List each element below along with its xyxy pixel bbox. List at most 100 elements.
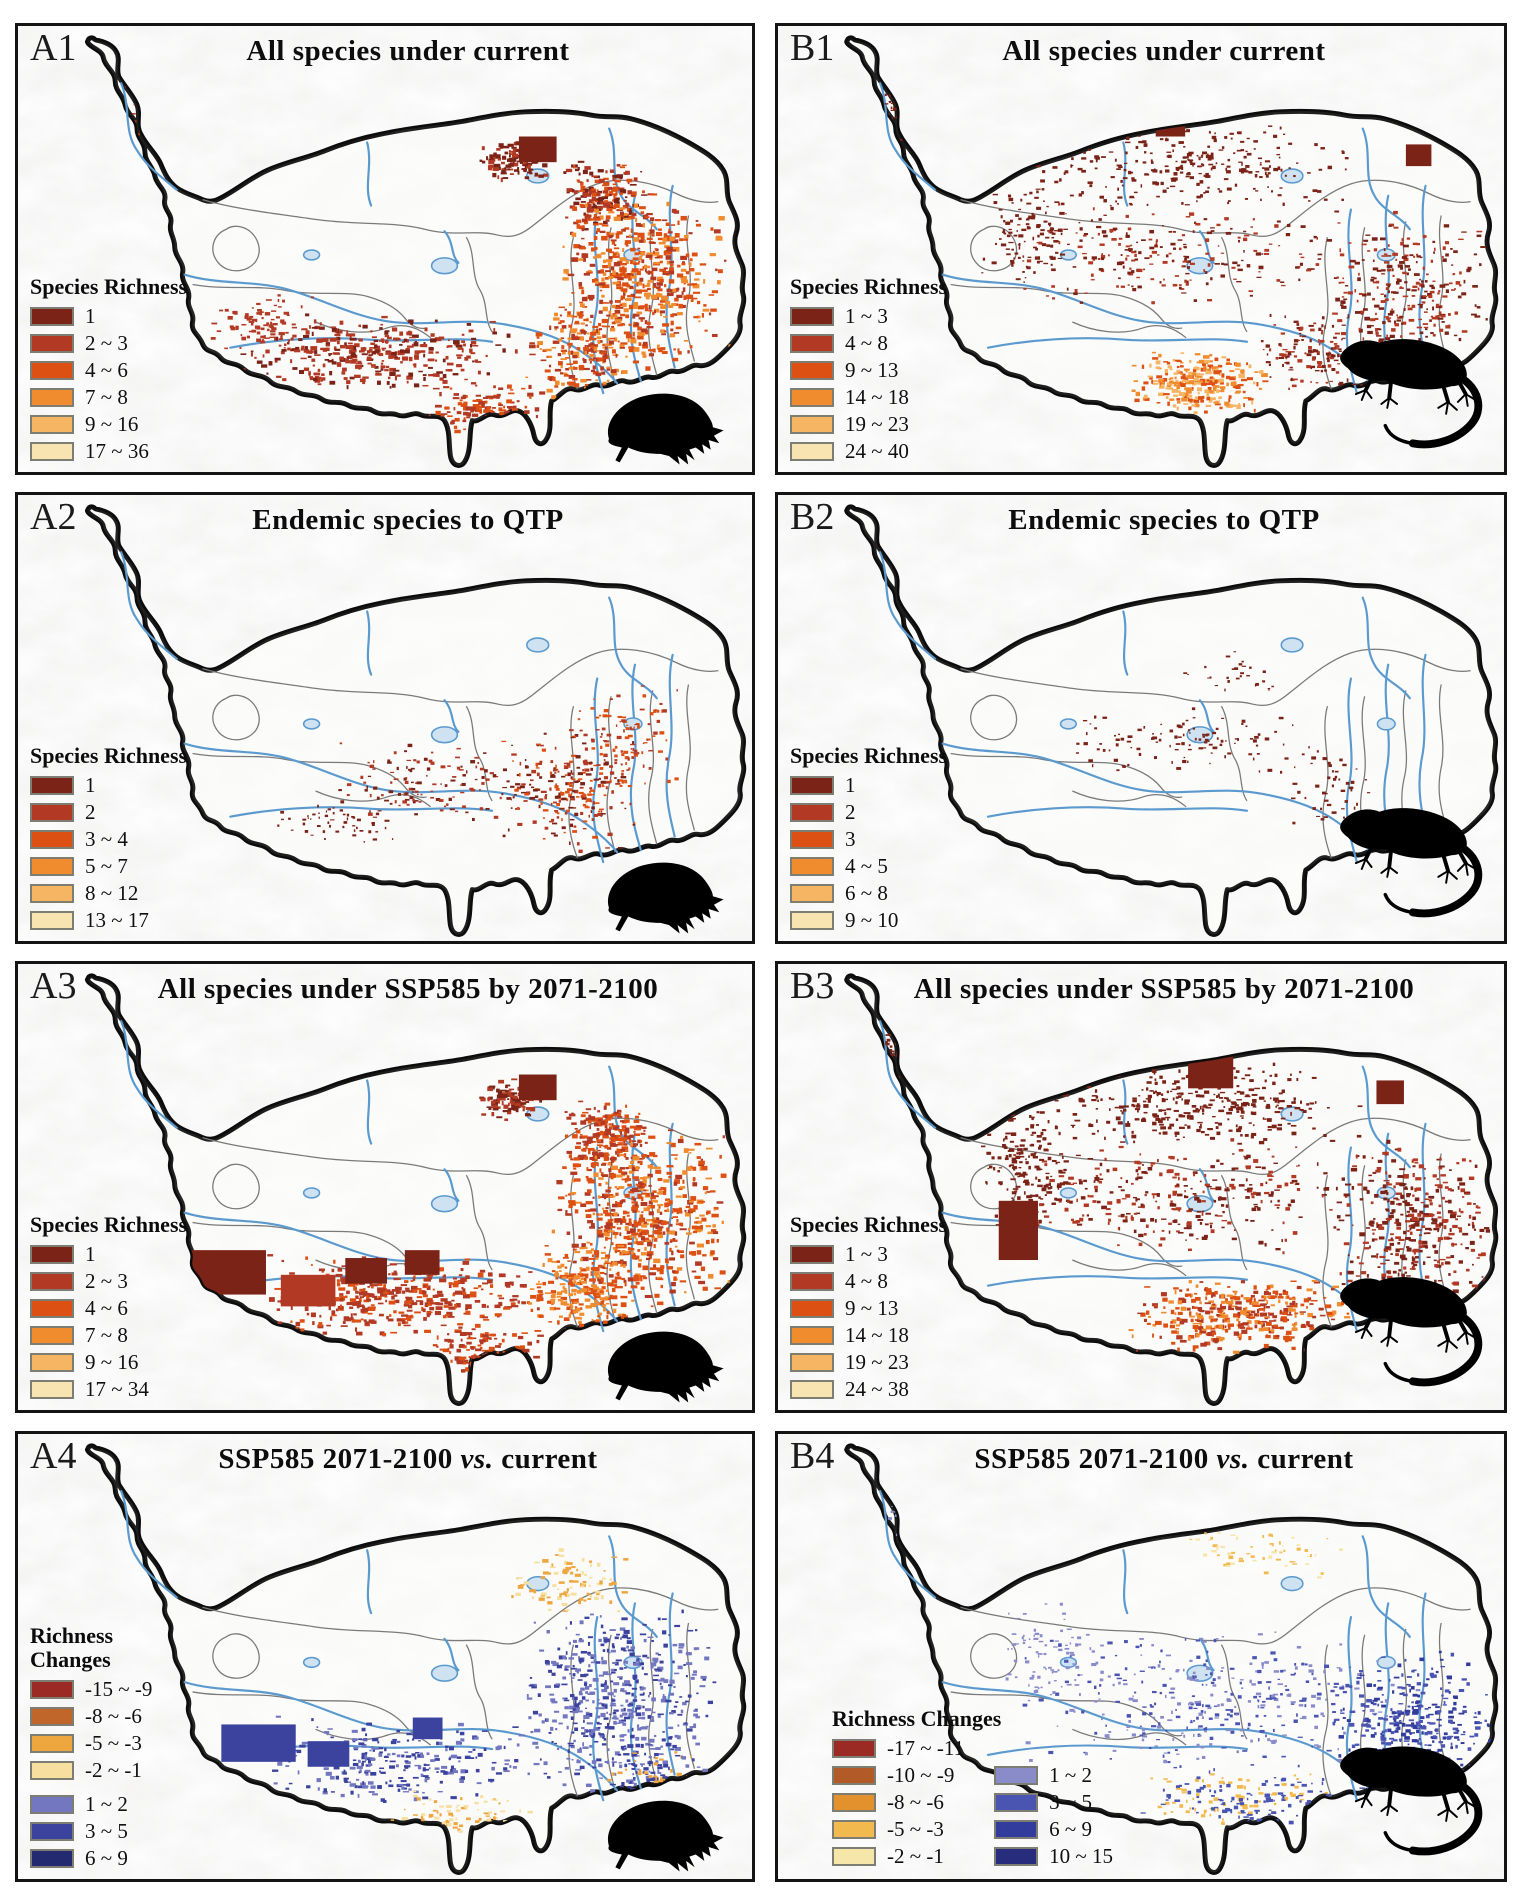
legend-item-label: 6 ~ 8 (845, 881, 888, 905)
panel-title: All species under SSP585 by 2071-2100 (88, 973, 728, 1006)
legend-item-label: -2 ~ -1 (85, 1758, 142, 1782)
panel-B1: B1 All species under current Species Ric… (775, 23, 1507, 475)
legend-swatch (30, 415, 74, 434)
legend-item-label: 9 ~ 16 (85, 412, 139, 436)
legend-column: 1 ~ 2 3 ~ 5 6 ~ 9 10 ~ 15 (994, 1735, 1113, 1870)
legend: Species Richness 1 2 3 ~ 4 5 ~ 7 8 ~ 12 13 ~ … (30, 744, 187, 934)
legend-swatch (30, 911, 74, 930)
legend-items: 1 2 ~ 3 4 ~ 6 7 ~ 8 9 ~ 16 17 ~ 34 (30, 1241, 187, 1403)
panel-A1: A1 All species under current Species Ric… (15, 23, 755, 475)
legend: Richness Changes -17 ~ -11 -10 ~ -9 -8 ~ -… (832, 1707, 1113, 1870)
legend-swatch (790, 1326, 834, 1345)
legend-items: 1 2 ~ 3 4 ~ 6 7 ~ 8 9 ~ 16 17 ~ 36 (30, 303, 187, 465)
legend: Species Richness 1 ~ 3 4 ~ 8 9 ~ 13 14 ~ 18… (790, 275, 947, 465)
legend-swatch (832, 1820, 876, 1839)
legend-item-label: -10 ~ -9 (887, 1763, 955, 1787)
legend-item-label: 4 ~ 8 (845, 1269, 888, 1293)
legend-item-label: 24 ~ 38 (845, 1377, 909, 1401)
legend-row: 6 ~ 8 (790, 880, 898, 907)
map-B3 (778, 964, 1504, 1410)
legend-swatch (30, 1849, 74, 1868)
legend-item-label: -8 ~ -6 (887, 1790, 944, 1814)
legend-row: 1 (30, 772, 149, 799)
panel-A4: A4 SSP585 2071-2100 vs. current Richness… (15, 1431, 755, 1882)
legend-item-label: 4 ~ 8 (845, 331, 888, 355)
legend-title: Species Richness (790, 1212, 948, 1238)
legend-row: 2 ~ 3 (30, 1268, 149, 1295)
legend-item-label: 13 ~ 17 (85, 908, 149, 932)
legend-column: 1 ~ 3 4 ~ 8 9 ~ 13 14 ~ 18 19 ~ 23 24 ~ 38 (790, 1241, 909, 1403)
legend-item-label: 17 ~ 36 (85, 439, 149, 463)
legend-row: 6 ~ 9 (994, 1816, 1113, 1843)
legend-item-label: -2 ~ -1 (887, 1844, 944, 1868)
legend-swatch (30, 442, 74, 461)
legend-item-label: 1 (85, 773, 96, 797)
legend-column: -17 ~ -11 -10 ~ -9 -8 ~ -6 -5 ~ -3 -2 ~ -1 (832, 1735, 964, 1870)
legend-item-label: 19 ~ 23 (845, 412, 909, 436)
legend-row: 1 ~ 3 (790, 303, 909, 330)
panel-A3: A3 All species under SSP585 by 2071-2100… (15, 961, 755, 1413)
legend-swatch (30, 1734, 74, 1753)
legend-column: 1 2 ~ 3 4 ~ 6 7 ~ 8 9 ~ 16 17 ~ 36 (30, 303, 149, 465)
legend-swatch (790, 442, 834, 461)
legend-row: 9 ~ 16 (30, 1349, 149, 1376)
legend-row: 13 ~ 17 (30, 907, 149, 934)
legend-row: 5 ~ 7 (30, 853, 149, 880)
legend-item-label: 9 ~ 13 (845, 358, 899, 382)
legend-swatch (30, 334, 74, 353)
legend-items: 1 ~ 3 4 ~ 8 9 ~ 13 14 ~ 18 19 ~ 23 24 ~ 40 (790, 303, 947, 465)
legend-item-label: 9 ~ 16 (85, 1350, 139, 1374)
legend-row: 14 ~ 18 (790, 1322, 909, 1349)
legend-row: 9 ~ 16 (30, 411, 149, 438)
legend-swatch (30, 388, 74, 407)
panel-label: A1 (30, 27, 77, 69)
legend-row: 1 ~ 2 (30, 1791, 152, 1818)
legend-swatch (790, 911, 834, 930)
legend-row: -8 ~ -6 (30, 1703, 152, 1730)
legend-swatch (30, 1380, 74, 1399)
legend-items: 1 2 3 ~ 4 5 ~ 7 8 ~ 12 13 ~ 17 (30, 772, 187, 934)
legend-row: -5 ~ -3 (832, 1816, 964, 1843)
legend-item-label: 4 ~ 6 (85, 358, 128, 382)
legend-row: 9 ~ 10 (790, 907, 898, 934)
legend-swatch (30, 776, 74, 795)
legend-row: 7 ~ 8 (30, 1322, 149, 1349)
legend-column: 1 2 3 ~ 4 5 ~ 7 8 ~ 12 13 ~ 17 (30, 772, 149, 934)
panel-title: All species under current (848, 35, 1480, 68)
legend-row: 9 ~ 13 (790, 357, 909, 384)
legend-title: Species Richness (790, 743, 948, 769)
legend-swatch (994, 1793, 1039, 1812)
legend-item-label: -5 ~ -3 (887, 1817, 944, 1841)
map-B2 (778, 495, 1504, 941)
legend-item-label: 2 (845, 800, 856, 824)
legend-items: -15 ~ -9 -8 ~ -6 -5 ~ -3 -2 ~ -1 1 ~ 2 3 ~ 5 6… (30, 1676, 152, 1872)
legend-swatch (30, 1272, 74, 1291)
legend-row: 3 ~ 5 (30, 1818, 152, 1845)
legend-swatch (790, 415, 834, 434)
legend-item-label: 10 ~ 15 (1049, 1844, 1113, 1868)
legend-row: -2 ~ -1 (30, 1757, 152, 1784)
legend-row: -2 ~ -1 (832, 1843, 964, 1870)
title-text: current (1249, 1443, 1354, 1475)
legend-item-label: -15 ~ -9 (85, 1677, 153, 1701)
legend-swatch (30, 1326, 74, 1345)
legend-title: Species Richness (30, 274, 188, 300)
legend-row: 1 (30, 1241, 149, 1268)
map-B1 (778, 26, 1504, 472)
title-text: current (493, 1443, 598, 1475)
legend-swatch (30, 1761, 74, 1780)
panel-label: A4 (30, 1435, 77, 1477)
panel-A2: A2 Endemic species to QTP Species Richne… (15, 492, 755, 944)
panel-title: Endemic species to QTP (848, 504, 1480, 537)
legend-item-label: 4 ~ 6 (85, 1296, 128, 1320)
legend-swatch (790, 334, 834, 353)
legend-swatch (790, 388, 834, 407)
legend-item-label: 14 ~ 18 (845, 385, 909, 409)
legend-swatch (832, 1847, 876, 1866)
legend-swatch (30, 1795, 74, 1814)
legend-item-label: 3 ~ 5 (85, 1819, 128, 1843)
legend-item-label: 3 ~ 4 (85, 827, 128, 851)
panel-label: B2 (790, 496, 835, 538)
